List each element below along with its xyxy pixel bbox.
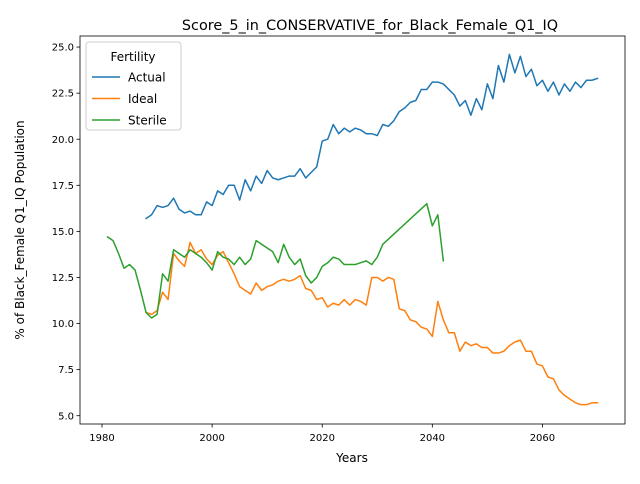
y-tick-label: 12.5 xyxy=(52,273,74,284)
series-layer xyxy=(106,53,599,406)
x-tick-label: 2040 xyxy=(420,433,445,444)
y-tick-label: 22.5 xyxy=(52,89,74,100)
x-tick-label: 2060 xyxy=(530,433,555,444)
plot-frame xyxy=(79,35,626,425)
x-tick-label: 2000 xyxy=(199,433,224,444)
legend-label-actual: Actual xyxy=(128,70,166,84)
chart-title: Score_5_in_CONSERVATIVE_for_Black_Female… xyxy=(182,18,558,34)
x-axis-label: Years xyxy=(335,451,368,465)
series-line-actual xyxy=(145,53,599,220)
x-axis: 1980 2000 2020 2040 2060 xyxy=(89,424,555,444)
y-tick-label: 5.0 xyxy=(58,411,74,422)
legend-box xyxy=(85,41,182,131)
x-tick-label: 2020 xyxy=(309,433,334,444)
y-tick-label: 10.0 xyxy=(52,319,74,330)
y-axis: 5.0 7.5 10.0 12.5 15.0 17.5 20.0 22.5 25.0 xyxy=(52,43,80,422)
legend-entries: Actual Ideal Sterile xyxy=(92,70,167,127)
y-axis-label: % of Black_Female Q1_IQ Population xyxy=(13,120,27,339)
legend-title: Fertility xyxy=(110,50,155,64)
y-tick-label: 15.0 xyxy=(52,227,74,238)
legend-label-ideal: Ideal xyxy=(128,92,157,106)
y-tick-label: 20.0 xyxy=(52,135,74,146)
x-tick-label: 1980 xyxy=(89,433,114,444)
legend: Fertility Actual Ideal Sterile xyxy=(85,41,182,131)
y-tick-label: 7.5 xyxy=(58,365,74,376)
series-line-sterile xyxy=(106,202,445,319)
y-tick-label: 25.0 xyxy=(52,43,74,54)
legend-label-sterile: Sterile xyxy=(128,113,167,127)
series-line-ideal xyxy=(145,241,599,406)
y-tick-label: 17.5 xyxy=(52,181,74,192)
